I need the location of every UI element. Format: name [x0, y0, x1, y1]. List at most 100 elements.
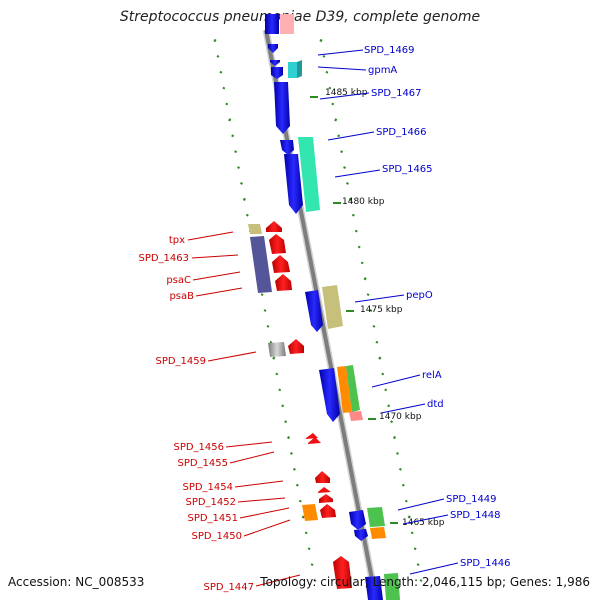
tick-mark	[269, 340, 273, 344]
gene-spd1456	[306, 433, 318, 439]
tick-mark	[381, 372, 385, 376]
tick-mark	[263, 309, 267, 312]
topology-value: circular	[320, 575, 365, 589]
gene-label-dtd[interactable]: dtd	[427, 399, 444, 410]
length-label: Length:	[372, 575, 419, 589]
tick-mark	[325, 70, 329, 74]
gene-label-rela[interactable]: relA	[422, 370, 442, 381]
tick-mark	[387, 404, 391, 408]
tick-mark	[372, 324, 376, 328]
gene-spd1448	[367, 507, 385, 527]
tick-mark	[213, 38, 217, 43]
gene-tpx	[248, 224, 262, 234]
kbp-label-1470: 1470 kbp	[379, 412, 422, 422]
tick-mark	[351, 213, 355, 217]
tick-mark	[231, 134, 235, 138]
gene-label-spd1463[interactable]: SPD_1463	[138, 253, 189, 264]
gene-psac	[272, 255, 290, 273]
tick-mark	[301, 515, 305, 519]
tick-mark	[384, 388, 388, 392]
tick-mark	[407, 515, 411, 519]
tick-mark	[290, 452, 293, 455]
gene-label-spd1450[interactable]: SPD_1450	[191, 531, 242, 542]
tick-mark	[346, 182, 349, 185]
gene-label-spd1466[interactable]: SPD_1466	[376, 127, 427, 138]
kbp-label-1465: 1465 kbp	[402, 518, 445, 528]
gene-dtd	[349, 411, 363, 421]
gene-label-pepo[interactable]: pepO	[406, 290, 433, 301]
kbp-label-1480: 1480 kbp	[342, 197, 385, 207]
gene-label-spd1455[interactable]: SPD_1455	[177, 458, 228, 469]
gene-psab	[275, 274, 292, 291]
gene-spd1452	[318, 487, 331, 493]
reverse-genes	[248, 221, 352, 589]
tick-mark	[304, 531, 308, 535]
tick-mark	[334, 118, 338, 122]
tick-mark	[331, 102, 335, 106]
tick-mark	[396, 452, 399, 455]
gene-label-spd1467[interactable]: SPD_1467	[371, 88, 422, 99]
gene-label-spd1449[interactable]: SPD_1449	[446, 494, 497, 505]
tick-mark	[272, 356, 276, 360]
genes-value: 1,986	[555, 575, 590, 589]
tick-mark	[240, 182, 243, 185]
gene-label-spd1446[interactable]: SPD_1446	[460, 558, 511, 569]
gene-spd1466	[298, 137, 320, 212]
tick-mark	[225, 102, 229, 106]
gene-label-psab[interactable]: psaB	[169, 291, 194, 302]
gene-spd1446	[365, 576, 383, 600]
tick-mark	[363, 277, 367, 281]
gene-spd1469	[268, 44, 278, 53]
gene-label-spd1469[interactable]: SPD_1469	[364, 45, 415, 56]
gene-label-spd1454[interactable]: SPD_1454	[182, 482, 233, 493]
tick-mark	[366, 293, 370, 297]
gene-label-spd1451[interactable]: SPD_1451	[187, 513, 238, 524]
gene-label-spd1465[interactable]: SPD_1465	[382, 164, 433, 175]
gene-label-spd1452[interactable]: SPD_1452	[185, 497, 236, 508]
tick-mark	[378, 356, 382, 360]
gene-gpma-cyan	[288, 62, 297, 78]
gene-gpma	[271, 67, 283, 79]
gene-label-spd1456[interactable]: SPD_1456	[173, 442, 224, 453]
tick-mark	[260, 293, 264, 297]
kbp-label-1475: 1475 kbp	[360, 305, 403, 315]
tick-mark	[310, 563, 314, 567]
gene-pepo	[305, 290, 323, 332]
tick-mark	[360, 261, 364, 265]
tick-mark	[375, 340, 379, 344]
tick-track	[213, 38, 423, 582]
gene-label-spd1448[interactable]: SPD_1448	[450, 510, 501, 521]
tick-mark	[278, 388, 282, 392]
tick-mark	[234, 150, 238, 154]
tick-mark	[337, 134, 341, 138]
accession-label: Accession:	[8, 575, 72, 589]
tick-mark	[404, 499, 408, 503]
tick-mark	[295, 483, 299, 487]
tick-mark	[390, 420, 394, 424]
length-value: 2,046,115 bp	[421, 575, 502, 589]
tick-mark	[292, 467, 296, 471]
tick-mark	[354, 229, 358, 233]
tick-mark	[284, 420, 288, 424]
gene-rela	[319, 368, 340, 422]
tick-mark	[245, 213, 249, 217]
gene-spd1465	[284, 154, 303, 214]
gene-label-tpx[interactable]: tpx	[169, 235, 185, 246]
topology-label: Topology:	[260, 575, 317, 589]
gene-spd1459-grey	[268, 342, 286, 357]
gene-label-psac[interactable]: psaC	[166, 275, 191, 286]
tick-mark	[313, 579, 317, 582]
gene-label-gpma[interactable]: gpmA	[368, 65, 397, 76]
map-title: Streptococcus pneumoniae D39, complete g…	[119, 9, 481, 25]
tick-mark	[219, 70, 223, 74]
gene-rela-orange	[337, 366, 352, 413]
tick-mark	[357, 245, 361, 249]
tick-mark	[322, 54, 326, 58]
gene-spd1455	[308, 437, 321, 444]
gene-label-spd1459[interactable]: SPD_1459	[155, 356, 206, 367]
gene-spd1447	[333, 556, 352, 589]
gene-label-spd1447[interactable]: SPD_1447	[203, 582, 254, 593]
gene-pepo-olive	[322, 285, 343, 329]
tick-mark	[307, 547, 311, 551]
label-leaders	[187, 49, 459, 587]
